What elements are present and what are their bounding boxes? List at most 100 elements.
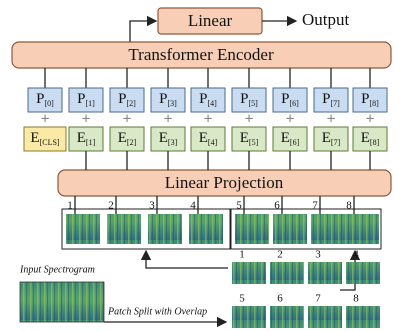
input-label: Input Spectrogram xyxy=(19,264,95,275)
embedding-label-sub: [5] xyxy=(249,138,259,147)
embedding-label: E[2] xyxy=(118,130,137,146)
embedding-label-base: E xyxy=(240,130,249,146)
embedding-label-sub: [1] xyxy=(86,138,96,147)
embedding-box xyxy=(23,126,67,152)
embedding-label: E[3] xyxy=(159,130,178,146)
position-box xyxy=(231,87,267,113)
grid-number: 7 xyxy=(315,293,321,305)
position-label-sub: [3] xyxy=(168,99,178,108)
grid-patch xyxy=(232,306,266,328)
embedding-label: E[6] xyxy=(281,130,300,146)
grid-number: 5 xyxy=(239,293,245,305)
position-label-base: P xyxy=(322,91,330,107)
position-label-base: P xyxy=(240,91,248,107)
patch xyxy=(345,214,379,244)
position-label: P[2] xyxy=(118,91,136,107)
patch-number: 5 xyxy=(236,200,242,212)
position-label: P[1] xyxy=(77,91,95,107)
embedding-box xyxy=(352,126,388,152)
embedding-box xyxy=(231,126,267,152)
group-frame xyxy=(230,208,382,250)
embedding-label-base: E xyxy=(361,130,370,146)
position-box xyxy=(68,87,104,113)
grid-number: 3 xyxy=(315,249,321,261)
plus-sign: + xyxy=(326,111,335,128)
embedding-label-base: E xyxy=(281,130,290,146)
arrow xyxy=(129,15,158,42)
encoder-label: Transformer Encoder xyxy=(128,45,274,64)
plus-sign: + xyxy=(40,111,49,128)
grid-number: 8 xyxy=(353,293,359,305)
position-label-base: P xyxy=(199,91,207,107)
position-box xyxy=(313,87,349,113)
embedding-box xyxy=(272,126,308,152)
position-label-base: P xyxy=(118,91,126,107)
embedding-label-base: E xyxy=(118,130,127,146)
plus-sign: + xyxy=(365,111,374,128)
linear-label: Linear xyxy=(188,11,233,30)
position-label-sub: [0] xyxy=(45,99,55,108)
position-label: P[0] xyxy=(36,91,54,107)
embedding-label: E[4] xyxy=(199,130,218,146)
patch xyxy=(107,214,141,244)
position-label: P[6] xyxy=(281,91,299,107)
position-label: P[7] xyxy=(322,91,340,107)
embedding-box xyxy=(190,126,226,152)
position-label: P[8] xyxy=(361,91,379,107)
patch-number: 6 xyxy=(274,200,280,212)
patch xyxy=(273,214,307,244)
plus-sign: + xyxy=(122,111,131,128)
position-label-base: P xyxy=(281,91,289,107)
grid-number: 6 xyxy=(277,293,283,305)
position-label: P[3] xyxy=(159,91,177,107)
position-box xyxy=(352,87,388,113)
patch-number: 8 xyxy=(346,200,352,212)
plus-sign: + xyxy=(244,111,253,128)
plus-sign: + xyxy=(81,111,90,128)
embedding-label-sub: [7] xyxy=(331,138,341,147)
grid-patch xyxy=(308,262,342,284)
embedding-label: E[5] xyxy=(240,130,259,146)
patch-number: 3 xyxy=(149,200,155,212)
grid-patch xyxy=(346,306,380,328)
embedding-label-sub: [CLS] xyxy=(40,138,60,147)
position-label-sub: [1] xyxy=(86,99,96,108)
embedding-box xyxy=(68,126,104,152)
output-label: Output xyxy=(302,10,350,29)
grid-number: 2 xyxy=(277,249,283,261)
embedding-box xyxy=(109,126,145,152)
embedding-box xyxy=(313,126,349,152)
patch xyxy=(189,214,223,244)
position-label: P[5] xyxy=(240,91,258,107)
embedding-label: E[CLS] xyxy=(30,130,60,146)
position-box xyxy=(27,87,63,113)
embedding-label-base: E xyxy=(159,130,168,146)
embedding-label-sub: [8] xyxy=(370,138,380,147)
position-label: P[4] xyxy=(199,91,217,107)
patch xyxy=(66,214,100,244)
embedding-label-sub: [3] xyxy=(168,138,178,147)
encoder-box xyxy=(11,41,392,69)
grid-patch xyxy=(232,262,266,284)
embedding-label-base: E xyxy=(199,130,208,146)
position-label-sub: [6] xyxy=(290,99,300,108)
patch xyxy=(235,214,269,244)
embedding-label-base: E xyxy=(77,130,86,146)
grid-number: 4 xyxy=(353,249,359,261)
plus-sign: + xyxy=(203,111,212,128)
position-label-sub: [7] xyxy=(331,99,341,108)
position-label-base: P xyxy=(159,91,167,107)
spectrogram xyxy=(19,281,105,323)
split-label: Patch Split with Overlap xyxy=(107,306,207,317)
embedding-label-sub: [2] xyxy=(127,138,137,147)
position-label-base: P xyxy=(361,91,369,107)
projection-label: Linear Projection xyxy=(165,173,284,192)
group-frame xyxy=(61,208,231,250)
grid-patch xyxy=(270,306,304,328)
position-label-sub: [8] xyxy=(370,99,380,108)
embedding-label: E[8] xyxy=(361,130,380,146)
projection-box xyxy=(57,169,392,197)
embedding-label: E[7] xyxy=(322,130,341,146)
plus-sign: + xyxy=(163,111,172,128)
